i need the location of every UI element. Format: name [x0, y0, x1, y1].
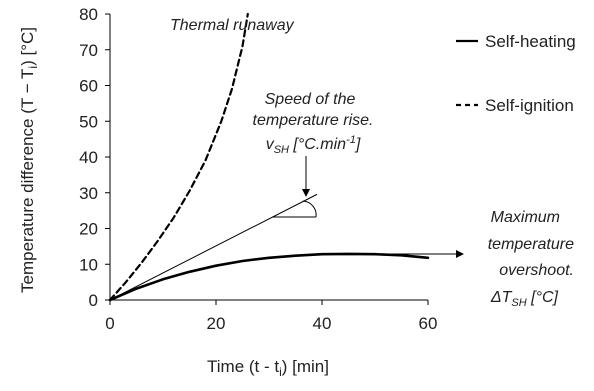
y-tick-label: 50	[79, 112, 98, 131]
y-tick-label: 30	[79, 184, 98, 203]
annotation-overshoot-line3: overshoot.	[499, 262, 574, 279]
legend: Self-heating Self-ignition	[456, 32, 576, 115]
annotation-thermal-runaway: Thermal runaway	[170, 17, 295, 34]
x-tick-label: 20	[207, 314, 226, 333]
annotation-speed-mid: [°C.min	[289, 136, 346, 153]
annotation-speed-line3: vSH [°C.min-1]	[266, 134, 361, 156]
annotation-speed-tail: ]	[354, 136, 361, 153]
y-tick-label: 20	[79, 220, 98, 239]
x-axis-title-subscript: i	[279, 365, 282, 379]
y-tick-label: 40	[79, 148, 98, 167]
annotation-overshoot-tail: [°C]	[527, 289, 559, 306]
annotation-overshoot: Maximum temperature overshoot. ΔTSH [°C]	[368, 209, 574, 309]
annotation-speed-line1: Speed of the	[265, 91, 356, 108]
x-axis-title: Time (t - ti) [min]	[207, 357, 329, 379]
annotation-speed-line2: temperature rise.	[253, 112, 374, 129]
series-self-heating	[108, 252, 430, 302]
annotation-overshoot-subscript: SH	[511, 297, 526, 309]
x-tick-label: 60	[419, 314, 438, 333]
annotation-overshoot-line1: Maximum	[491, 209, 560, 226]
series-layer	[108, 12, 430, 302]
y-tick-label: 10	[79, 255, 98, 274]
y-tick-label: 70	[79, 41, 98, 60]
y-tick-label: 60	[79, 77, 98, 96]
annotation-overshoot-line4: ΔTSH [°C]	[490, 289, 559, 309]
x-tick-label: 40	[313, 314, 332, 333]
y-axis-title-subscript: i	[26, 66, 40, 69]
series-self-ignition	[108, 12, 249, 302]
annotation-speed: Speed of the temperature rise. vSH [°C.m…	[253, 91, 374, 218]
slope-angle-arc	[302, 200, 317, 218]
annotation-overshoot-line2: temperature	[488, 236, 574, 253]
y-axis-title: Temperature difference (T − Ti) [°C]	[18, 27, 40, 293]
annotation-speed-subscript: SH	[274, 144, 289, 156]
x-axis-title-tail: ) [min]	[282, 357, 329, 376]
x-tick-label: 0	[105, 314, 114, 333]
y-axis-title-tail: ) [°C]	[18, 27, 37, 66]
annotation-speed-superscript: -1	[346, 134, 356, 146]
legend-label-self-heating: Self-heating	[485, 32, 576, 51]
y-tick-label: 0	[89, 291, 98, 310]
y-tick-label: 80	[79, 5, 98, 24]
legend-label-self-ignition: Self-ignition	[485, 96, 574, 115]
ticks-layer: 0 20 40 60 0 10 20 30 40 50 60 70 80	[79, 5, 437, 333]
series-slope-line	[109, 194, 318, 301]
